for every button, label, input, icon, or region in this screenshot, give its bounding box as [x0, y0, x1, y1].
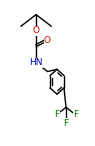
- Text: O: O: [44, 36, 51, 45]
- Text: O: O: [33, 26, 40, 35]
- Text: HN: HN: [29, 58, 43, 67]
- Text: F: F: [63, 119, 69, 128]
- Text: F: F: [54, 110, 59, 119]
- Text: F: F: [73, 110, 78, 119]
